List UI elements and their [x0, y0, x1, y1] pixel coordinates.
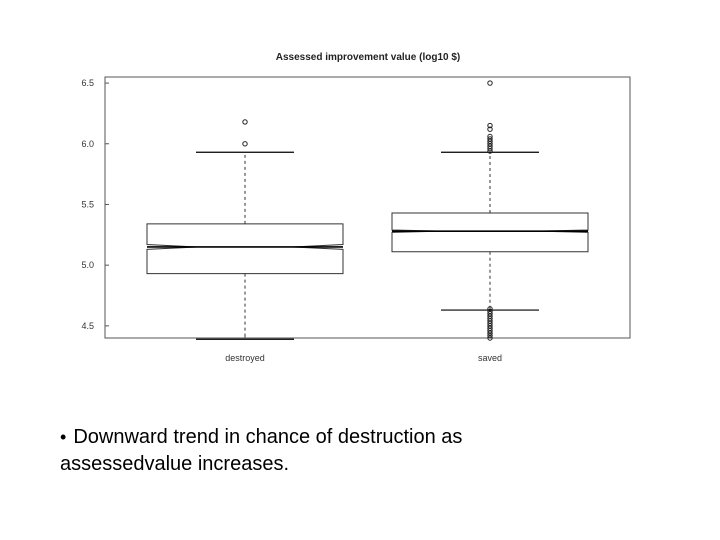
box-destroyed: [146, 119, 344, 340]
chart-title: Assessed improvement value (log10 $): [276, 52, 461, 63]
outlier-point: [242, 141, 248, 147]
bullet-text-line1: Downward trend in chance of destruction …: [73, 426, 463, 448]
bullet-icon: •: [60, 427, 67, 447]
outlier-point: [487, 80, 493, 86]
plot-frame: [104, 76, 631, 339]
y-tick-label: 6.5: [81, 78, 94, 88]
outlier-point: [242, 119, 248, 125]
outlier-point: [487, 136, 493, 142]
x-tick-label: destroyed: [225, 353, 265, 363]
box-outline: [391, 212, 589, 253]
box-series: [146, 80, 589, 341]
outlier-point: [487, 122, 493, 129]
outlier-point: [487, 133, 493, 140]
y-tick-label: 5.5: [81, 199, 94, 209]
y-tick-label: 4.5: [81, 321, 94, 331]
y-tick-label: 5.0: [81, 260, 94, 270]
boxplot-chart: Assessed improvement value (log10 $) 4.5…: [81, 52, 631, 363]
outlier-point: [487, 306, 493, 312]
y-axis: 4.5 5.0 5.5 6.0 6.5: [81, 78, 109, 331]
x-tick-label: saved: [478, 353, 502, 363]
bullet-text-line2: assessedvalue increases.: [60, 453, 290, 475]
outlier-point: [487, 308, 493, 314]
y-tick-label: 6.0: [81, 139, 94, 149]
outlier-point: [487, 126, 493, 132]
box-outline: [146, 223, 344, 275]
bullet-point: • Downward trend in chance of destruction…: [60, 424, 680, 478]
box-saved: [391, 80, 589, 341]
